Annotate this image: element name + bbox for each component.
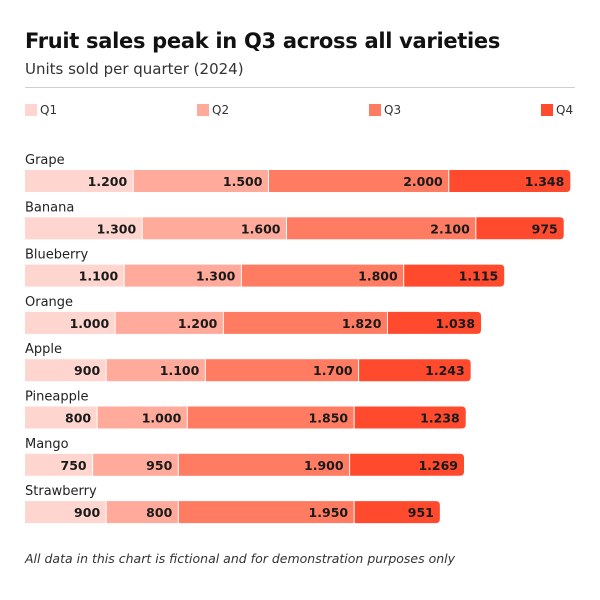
data-label-mango-q1: 750 bbox=[61, 458, 87, 473]
data-label-strawberry-q1: 900 bbox=[74, 505, 100, 520]
data-label-blueberry-q4: 1.115 bbox=[459, 269, 499, 284]
legend-swatch-q2 bbox=[197, 104, 209, 116]
data-label-pineapple-q4: 1.238 bbox=[420, 411, 460, 426]
bar-mango-q1 bbox=[25, 453, 93, 476]
bar-strawberry-q1 bbox=[25, 501, 107, 524]
data-label-pineapple-q3: 1.850 bbox=[309, 411, 349, 426]
data-label-apple-q3: 1.700 bbox=[313, 363, 353, 378]
bar-banana-q3 bbox=[286, 217, 476, 240]
bar-mango-q2 bbox=[92, 453, 179, 476]
legend-item-q1: Q1 bbox=[25, 103, 57, 117]
data-label-blueberry-q1: 1.100 bbox=[79, 269, 119, 284]
chart-title: Fruit sales peak in Q3 across all variet… bbox=[25, 29, 501, 53]
bar-banana-q4 bbox=[475, 217, 564, 240]
data-label-orange-q4: 1.038 bbox=[436, 316, 476, 331]
bar-blueberry-q1 bbox=[25, 264, 125, 287]
category-label-apple: Apple bbox=[25, 342, 62, 357]
data-label-strawberry-q3: 1.950 bbox=[309, 505, 349, 520]
legend-label-q1: Q1 bbox=[40, 103, 58, 117]
bar-strawberry-q3 bbox=[178, 501, 355, 524]
legend-label-q2: Q2 bbox=[212, 103, 230, 117]
legend-label-q3: Q3 bbox=[384, 103, 402, 117]
category-label-grape: Grape bbox=[25, 153, 65, 168]
data-label-banana-q4: 975 bbox=[532, 221, 558, 236]
legend-item-q4: Q4 bbox=[541, 103, 573, 117]
data-label-orange-q1: 1.000 bbox=[70, 316, 110, 331]
bar-pineapple-q2 bbox=[97, 406, 188, 429]
data-label-banana-q1: 1.300 bbox=[97, 221, 137, 236]
legend-item-q2: Q2 bbox=[197, 103, 229, 117]
data-label-grape-q1: 1.200 bbox=[88, 174, 128, 189]
bar-apple-q4 bbox=[358, 359, 471, 382]
data-label-banana-q2: 1.600 bbox=[241, 221, 281, 236]
category-label-orange: Orange bbox=[25, 295, 73, 310]
bar-orange-q4 bbox=[387, 311, 482, 334]
data-label-apple-q2: 1.100 bbox=[160, 363, 200, 378]
bar-pineapple-q1 bbox=[25, 406, 98, 429]
bar-strawberry-q2 bbox=[106, 501, 179, 524]
data-label-orange-q2: 1.200 bbox=[178, 316, 218, 331]
chart-subtitle: Units sold per quarter (2024) bbox=[25, 60, 244, 78]
bar-orange-q2 bbox=[115, 311, 224, 334]
bar-strawberry-q4 bbox=[354, 501, 440, 524]
bar-apple-q3 bbox=[205, 359, 359, 382]
bar-banana-q1 bbox=[25, 217, 143, 240]
data-label-grape-q2: 1.500 bbox=[223, 174, 263, 189]
bar-mango-q3 bbox=[178, 453, 350, 476]
bar-apple-q1 bbox=[25, 359, 107, 382]
data-label-blueberry-q2: 1.300 bbox=[196, 269, 236, 284]
data-label-blueberry-q3: 1.800 bbox=[358, 269, 398, 284]
data-label-grape-q3: 2.000 bbox=[403, 174, 443, 189]
bar-orange-q1 bbox=[25, 311, 116, 334]
bar-grape-q1 bbox=[25, 170, 134, 192]
bar-grape-q2 bbox=[133, 170, 269, 192]
data-label-apple-q4: 1.243 bbox=[425, 363, 465, 378]
bar-blueberry-q3 bbox=[241, 264, 404, 287]
bar-blueberry-q4 bbox=[403, 264, 505, 287]
data-label-grape-q4: 1.348 bbox=[525, 174, 565, 189]
data-label-pineapple-q1: 800 bbox=[65, 411, 91, 426]
legend-swatch-q4 bbox=[541, 104, 553, 116]
data-label-mango-q4: 1.269 bbox=[418, 458, 458, 473]
chart-footnote: All data in this chart is fictional and … bbox=[25, 551, 456, 566]
bar-grape-q4 bbox=[448, 170, 571, 192]
bar-blueberry-q2 bbox=[124, 264, 242, 287]
legend-label-q4: Q4 bbox=[556, 103, 574, 117]
category-label-banana: Banana bbox=[25, 200, 74, 215]
data-label-pineapple-q2: 1.000 bbox=[142, 411, 182, 426]
category-label-pineapple: Pineapple bbox=[25, 390, 88, 405]
title-divider bbox=[25, 87, 575, 88]
legend-swatch-q3 bbox=[369, 104, 381, 116]
bar-mango-q4 bbox=[349, 453, 465, 476]
data-label-apple-q1: 900 bbox=[74, 363, 100, 378]
data-label-banana-q3: 2.100 bbox=[430, 221, 470, 236]
data-label-mango-q2: 950 bbox=[146, 458, 172, 473]
bar-pineapple-q4 bbox=[354, 406, 466, 429]
legend-item-q3: Q3 bbox=[369, 103, 401, 117]
data-label-orange-q3: 1.820 bbox=[342, 316, 382, 331]
bar-orange-q3 bbox=[223, 311, 388, 334]
data-label-strawberry-q2: 800 bbox=[146, 505, 172, 520]
category-label-strawberry: Strawberry bbox=[25, 484, 97, 499]
bar-grape-q3 bbox=[268, 170, 449, 192]
data-label-strawberry-q4: 951 bbox=[408, 505, 434, 520]
data-label-mango-q3: 1.900 bbox=[304, 458, 344, 473]
bar-apple-q2 bbox=[106, 359, 206, 382]
bar-pineapple-q3 bbox=[187, 406, 355, 429]
category-label-mango: Mango bbox=[25, 437, 69, 452]
bar-banana-q2 bbox=[142, 217, 287, 240]
legend-swatch-q1 bbox=[25, 104, 37, 116]
category-label-blueberry: Blueberry bbox=[25, 248, 88, 263]
